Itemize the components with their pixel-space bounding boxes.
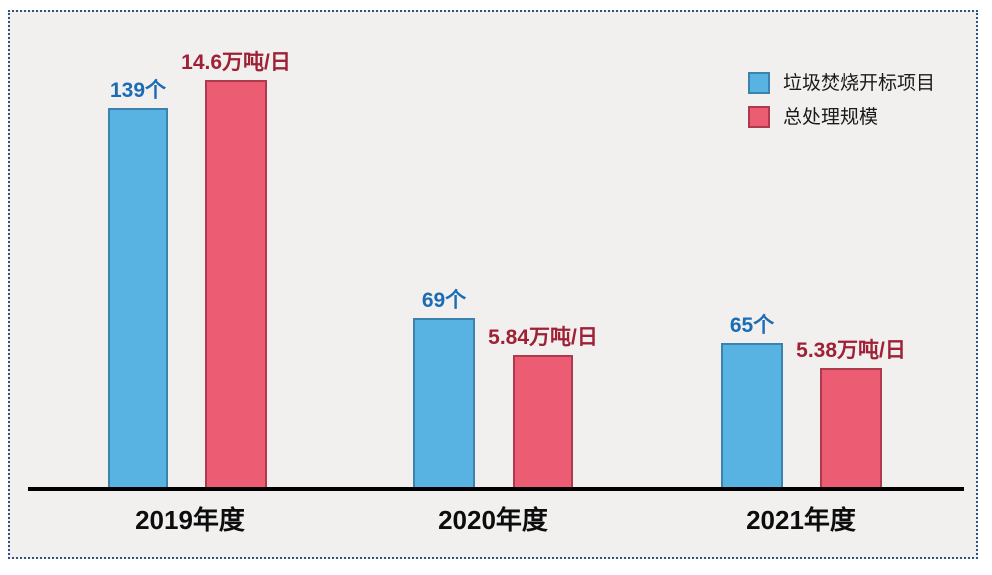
legend: 垃圾焚烧开标项目 总处理规模: [748, 72, 935, 128]
value-label-bid-projects-2: 65个: [729, 313, 775, 337]
bar-bid-projects-0: [108, 108, 168, 489]
bar-bid-projects-2: [721, 343, 783, 489]
value-label-total-scale-2: 5.38万吨/日: [796, 338, 906, 362]
bar-bid-projects-1: [413, 318, 475, 489]
bar-total-scale-2: [820, 368, 882, 489]
legend-item-total-scale: 总处理规模: [748, 106, 935, 128]
legend-item-bid-projects: 垃圾焚烧开标项目: [748, 72, 935, 94]
value-label-total-scale-1: 5.84万吨/日: [488, 325, 598, 349]
bar-total-scale-1: [513, 355, 573, 489]
x-axis-label-1: 2020年度: [438, 505, 548, 535]
chart-frame: [8, 10, 978, 559]
value-label-bid-projects-0: 139个: [109, 78, 167, 102]
x-axis-label-0: 2019年度: [135, 505, 245, 535]
legend-swatch-total-scale: [748, 106, 770, 128]
x-axis-label-2: 2021年度: [746, 505, 856, 535]
x-axis-line: [28, 487, 964, 491]
legend-swatch-bid-projects: [748, 72, 770, 94]
bar-total-scale-0: [205, 80, 267, 489]
value-label-bid-projects-1: 69个: [421, 288, 467, 312]
value-label-total-scale-0: 14.6万吨/日: [181, 50, 291, 74]
legend-label-total-scale: 总处理规模: [783, 106, 879, 128]
legend-label-bid-projects: 垃圾焚烧开标项目: [783, 72, 936, 94]
